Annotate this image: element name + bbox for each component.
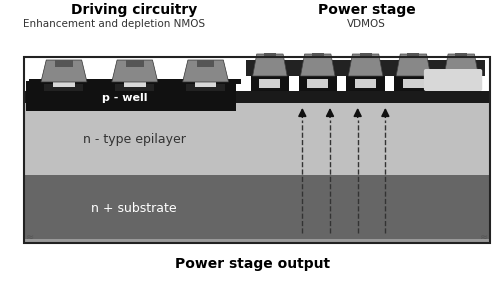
Bar — [312, 53, 324, 58]
Bar — [450, 79, 472, 88]
Text: VDMOS: VDMOS — [347, 19, 386, 29]
Bar — [28, 79, 241, 84]
Text: n - type epilayer: n - type epilayer — [83, 133, 186, 145]
Bar — [403, 79, 424, 88]
Bar — [24, 175, 490, 243]
Bar — [442, 76, 480, 91]
Polygon shape — [182, 60, 228, 82]
Bar — [55, 60, 73, 67]
Bar — [26, 81, 236, 111]
Bar — [251, 76, 289, 91]
Bar — [264, 53, 276, 58]
Bar — [53, 82, 74, 87]
Polygon shape — [300, 54, 335, 76]
Bar — [260, 79, 280, 88]
Bar — [408, 53, 420, 58]
Bar — [44, 82, 84, 91]
Bar — [360, 53, 372, 58]
Text: Driving circuitry: Driving circuitry — [71, 3, 198, 17]
Text: ≈: ≈ — [26, 232, 34, 242]
Bar — [307, 79, 328, 88]
Text: p - well: p - well — [102, 93, 147, 103]
Bar — [24, 57, 490, 243]
Bar — [116, 82, 154, 91]
Text: Power stage: Power stage — [318, 3, 416, 17]
Polygon shape — [252, 54, 287, 76]
Bar — [24, 103, 490, 175]
Bar — [126, 60, 144, 67]
Polygon shape — [112, 60, 158, 82]
Bar — [355, 79, 376, 88]
Bar — [197, 60, 214, 67]
Bar — [456, 53, 467, 58]
Polygon shape — [41, 60, 87, 82]
Bar — [124, 82, 146, 87]
Bar — [246, 60, 485, 76]
Polygon shape — [444, 54, 478, 76]
Bar — [394, 76, 432, 91]
Text: ≈: ≈ — [480, 232, 488, 242]
Bar — [24, 239, 490, 243]
FancyBboxPatch shape — [424, 69, 482, 91]
Polygon shape — [348, 54, 383, 76]
Bar — [186, 82, 225, 91]
Text: Power stage output: Power stage output — [176, 257, 330, 271]
Bar — [195, 82, 216, 87]
Bar — [298, 76, 337, 91]
Bar — [346, 76, 385, 91]
Bar — [24, 91, 490, 103]
Text: Enhancement and depletion NMOS: Enhancement and depletion NMOS — [24, 19, 206, 29]
Polygon shape — [396, 54, 430, 76]
Text: n + substrate: n + substrate — [92, 202, 177, 215]
